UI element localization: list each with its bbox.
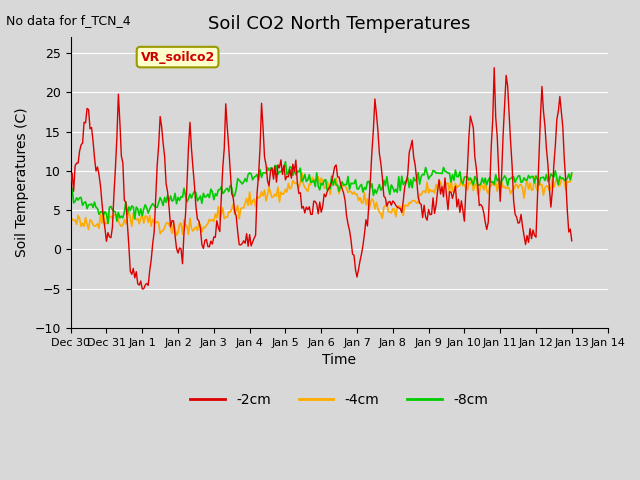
Y-axis label: Soil Temperatures (C): Soil Temperatures (C): [15, 108, 29, 257]
Text: No data for f_TCN_4: No data for f_TCN_4: [6, 14, 131, 27]
X-axis label: Time: Time: [322, 353, 356, 367]
Text: VR_soilco2: VR_soilco2: [140, 50, 214, 63]
Legend: -2cm, -4cm, -8cm: -2cm, -4cm, -8cm: [185, 387, 493, 412]
Title: Soil CO2 North Temperatures: Soil CO2 North Temperatures: [208, 15, 470, 33]
